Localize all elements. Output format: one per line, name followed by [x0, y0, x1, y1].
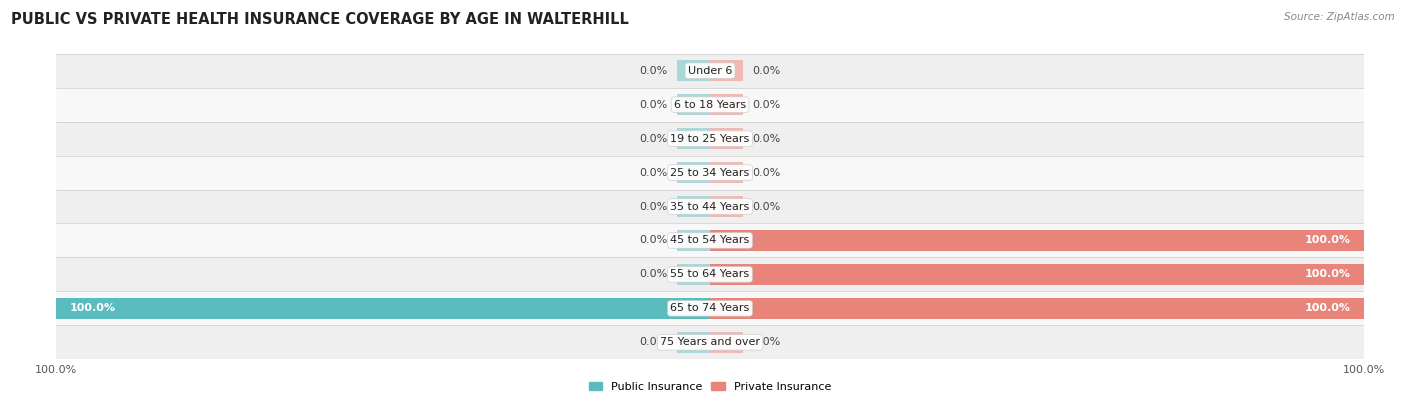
- Text: 0.0%: 0.0%: [752, 168, 780, 178]
- Text: 0.0%: 0.0%: [640, 235, 668, 245]
- Bar: [678, 95, 710, 115]
- Bar: [56, 223, 1364, 257]
- Bar: [678, 264, 710, 285]
- Text: 0.0%: 0.0%: [640, 133, 668, 144]
- Text: 25 to 34 Years: 25 to 34 Years: [671, 168, 749, 178]
- Bar: [56, 298, 710, 318]
- Text: 100.0%: 100.0%: [1305, 304, 1351, 313]
- Bar: [710, 264, 1364, 285]
- Bar: [710, 298, 1364, 318]
- Bar: [710, 128, 742, 149]
- Bar: [56, 325, 1364, 359]
- Text: Source: ZipAtlas.com: Source: ZipAtlas.com: [1284, 12, 1395, 22]
- Text: 0.0%: 0.0%: [640, 100, 668, 109]
- Bar: [710, 230, 1364, 251]
- Text: 45 to 54 Years: 45 to 54 Years: [671, 235, 749, 245]
- Bar: [56, 156, 1364, 190]
- Text: 0.0%: 0.0%: [752, 337, 780, 347]
- Text: 100.0%: 100.0%: [69, 304, 115, 313]
- Text: 100.0%: 100.0%: [1305, 269, 1351, 280]
- Bar: [56, 257, 1364, 292]
- Text: 0.0%: 0.0%: [640, 269, 668, 280]
- Text: 75 Years and over: 75 Years and over: [659, 337, 761, 347]
- Bar: [678, 128, 710, 149]
- Bar: [56, 121, 1364, 156]
- Bar: [710, 60, 742, 81]
- Bar: [678, 162, 710, 183]
- Text: 55 to 64 Years: 55 to 64 Years: [671, 269, 749, 280]
- Bar: [710, 95, 742, 115]
- Bar: [56, 190, 1364, 223]
- Bar: [56, 54, 1364, 88]
- Text: 35 to 44 Years: 35 to 44 Years: [671, 202, 749, 211]
- Text: 0.0%: 0.0%: [640, 202, 668, 211]
- Bar: [678, 230, 710, 251]
- Bar: [710, 332, 742, 353]
- Text: 0.0%: 0.0%: [640, 337, 668, 347]
- Text: PUBLIC VS PRIVATE HEALTH INSURANCE COVERAGE BY AGE IN WALTERHILL: PUBLIC VS PRIVATE HEALTH INSURANCE COVER…: [11, 12, 628, 27]
- Bar: [710, 162, 742, 183]
- Text: 100.0%: 100.0%: [1305, 235, 1351, 245]
- Text: 0.0%: 0.0%: [752, 100, 780, 109]
- Text: 0.0%: 0.0%: [640, 168, 668, 178]
- Text: 65 to 74 Years: 65 to 74 Years: [671, 304, 749, 313]
- Text: 0.0%: 0.0%: [752, 202, 780, 211]
- Bar: [678, 196, 710, 217]
- Bar: [56, 88, 1364, 121]
- Bar: [678, 60, 710, 81]
- Bar: [678, 332, 710, 353]
- Bar: [710, 196, 742, 217]
- Text: Under 6: Under 6: [688, 66, 733, 76]
- Text: 6 to 18 Years: 6 to 18 Years: [673, 100, 747, 109]
- Bar: [56, 292, 1364, 325]
- Legend: Public Insurance, Private Insurance: Public Insurance, Private Insurance: [585, 377, 835, 396]
- Text: 0.0%: 0.0%: [640, 66, 668, 76]
- Text: 0.0%: 0.0%: [752, 133, 780, 144]
- Text: 0.0%: 0.0%: [752, 66, 780, 76]
- Text: 19 to 25 Years: 19 to 25 Years: [671, 133, 749, 144]
